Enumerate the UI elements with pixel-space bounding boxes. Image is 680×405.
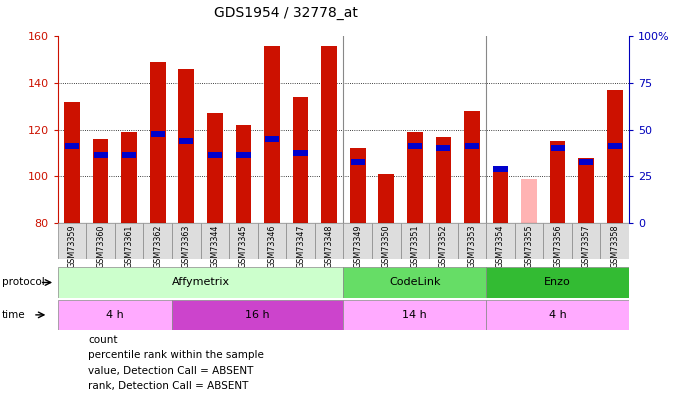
Bar bbox=[437, 145, 450, 151]
Bar bbox=[235, 125, 252, 223]
Bar bbox=[94, 152, 107, 158]
Bar bbox=[401, 223, 429, 259]
Bar bbox=[122, 152, 136, 158]
Bar bbox=[486, 223, 515, 259]
Bar bbox=[294, 150, 307, 156]
Text: GSM73361: GSM73361 bbox=[124, 224, 134, 268]
Bar bbox=[458, 223, 486, 259]
Bar bbox=[286, 223, 315, 259]
Bar bbox=[321, 46, 337, 223]
Bar bbox=[92, 139, 109, 223]
Bar bbox=[521, 179, 537, 223]
Bar bbox=[180, 139, 193, 144]
Bar bbox=[201, 223, 229, 259]
Bar bbox=[608, 143, 622, 149]
Bar bbox=[515, 223, 543, 259]
Bar bbox=[229, 223, 258, 259]
Text: value, Detection Call = ABSENT: value, Detection Call = ABSENT bbox=[88, 366, 254, 375]
Bar bbox=[315, 223, 343, 259]
Bar bbox=[350, 148, 366, 223]
Text: GSM73360: GSM73360 bbox=[96, 224, 105, 268]
Text: GSM73358: GSM73358 bbox=[610, 224, 619, 268]
Text: GSM73362: GSM73362 bbox=[153, 224, 163, 268]
Text: GSM73349: GSM73349 bbox=[353, 224, 362, 268]
Text: GSM73363: GSM73363 bbox=[182, 224, 191, 268]
Bar bbox=[543, 223, 572, 259]
Bar bbox=[486, 300, 629, 330]
Bar bbox=[265, 136, 279, 142]
Text: 4 h: 4 h bbox=[549, 310, 566, 320]
Bar bbox=[578, 158, 594, 223]
Text: GSM73347: GSM73347 bbox=[296, 224, 305, 268]
Bar bbox=[208, 152, 222, 158]
Text: GSM73344: GSM73344 bbox=[210, 224, 220, 268]
Text: GSM73348: GSM73348 bbox=[324, 224, 334, 268]
Text: GSM73345: GSM73345 bbox=[239, 224, 248, 268]
Bar bbox=[494, 166, 507, 172]
Text: GDS1954 / 32778_at: GDS1954 / 32778_at bbox=[214, 6, 358, 20]
Bar bbox=[408, 143, 422, 149]
Bar bbox=[492, 167, 509, 223]
Bar bbox=[343, 223, 372, 259]
Bar bbox=[237, 152, 250, 158]
Text: GSM73357: GSM73357 bbox=[581, 224, 591, 268]
Text: rank, Detection Call = ABSENT: rank, Detection Call = ABSENT bbox=[88, 381, 249, 391]
Text: protocol: protocol bbox=[2, 277, 45, 288]
Text: GSM73354: GSM73354 bbox=[496, 224, 505, 268]
Bar bbox=[178, 69, 194, 223]
Bar bbox=[58, 223, 86, 259]
Text: CodeLink: CodeLink bbox=[389, 277, 441, 288]
Bar bbox=[464, 111, 480, 223]
Text: 14 h: 14 h bbox=[403, 310, 427, 320]
Bar bbox=[579, 159, 593, 165]
Text: percentile rank within the sample: percentile rank within the sample bbox=[88, 350, 265, 360]
Bar bbox=[600, 223, 629, 259]
Text: GSM73359: GSM73359 bbox=[67, 224, 77, 268]
Bar bbox=[378, 174, 394, 223]
Bar bbox=[429, 223, 458, 259]
Text: time: time bbox=[2, 310, 26, 320]
Bar bbox=[607, 90, 623, 223]
Bar bbox=[351, 159, 364, 165]
Bar bbox=[343, 267, 486, 298]
Text: GSM73353: GSM73353 bbox=[467, 224, 477, 268]
Bar bbox=[551, 145, 564, 151]
Bar bbox=[435, 136, 452, 223]
Text: GSM73355: GSM73355 bbox=[524, 224, 534, 268]
Bar bbox=[121, 132, 137, 223]
Bar bbox=[58, 267, 343, 298]
Text: GSM73346: GSM73346 bbox=[267, 224, 277, 268]
Text: Enzo: Enzo bbox=[544, 277, 571, 288]
Text: 16 h: 16 h bbox=[245, 310, 270, 320]
Bar bbox=[465, 143, 479, 149]
Text: GSM73351: GSM73351 bbox=[410, 224, 420, 268]
Bar bbox=[143, 223, 172, 259]
Bar bbox=[172, 223, 201, 259]
Bar bbox=[407, 132, 423, 223]
Bar bbox=[58, 300, 172, 330]
Bar bbox=[115, 223, 143, 259]
Bar bbox=[172, 300, 343, 330]
Bar bbox=[549, 141, 566, 223]
Text: Affymetrix: Affymetrix bbox=[171, 277, 230, 288]
Text: count: count bbox=[88, 335, 118, 345]
Bar bbox=[207, 113, 223, 223]
Bar bbox=[65, 143, 79, 149]
Bar bbox=[343, 300, 486, 330]
Bar bbox=[151, 131, 165, 137]
Bar bbox=[64, 102, 80, 223]
Bar bbox=[486, 267, 629, 298]
Text: GSM73356: GSM73356 bbox=[553, 224, 562, 268]
Bar bbox=[572, 223, 600, 259]
Text: GSM73352: GSM73352 bbox=[439, 224, 448, 268]
Text: GSM73350: GSM73350 bbox=[381, 224, 391, 268]
Bar bbox=[264, 46, 280, 223]
Bar bbox=[292, 97, 309, 223]
Bar bbox=[372, 223, 401, 259]
Bar bbox=[150, 62, 166, 223]
Text: 4 h: 4 h bbox=[106, 310, 124, 320]
Bar bbox=[86, 223, 115, 259]
Bar bbox=[258, 223, 286, 259]
